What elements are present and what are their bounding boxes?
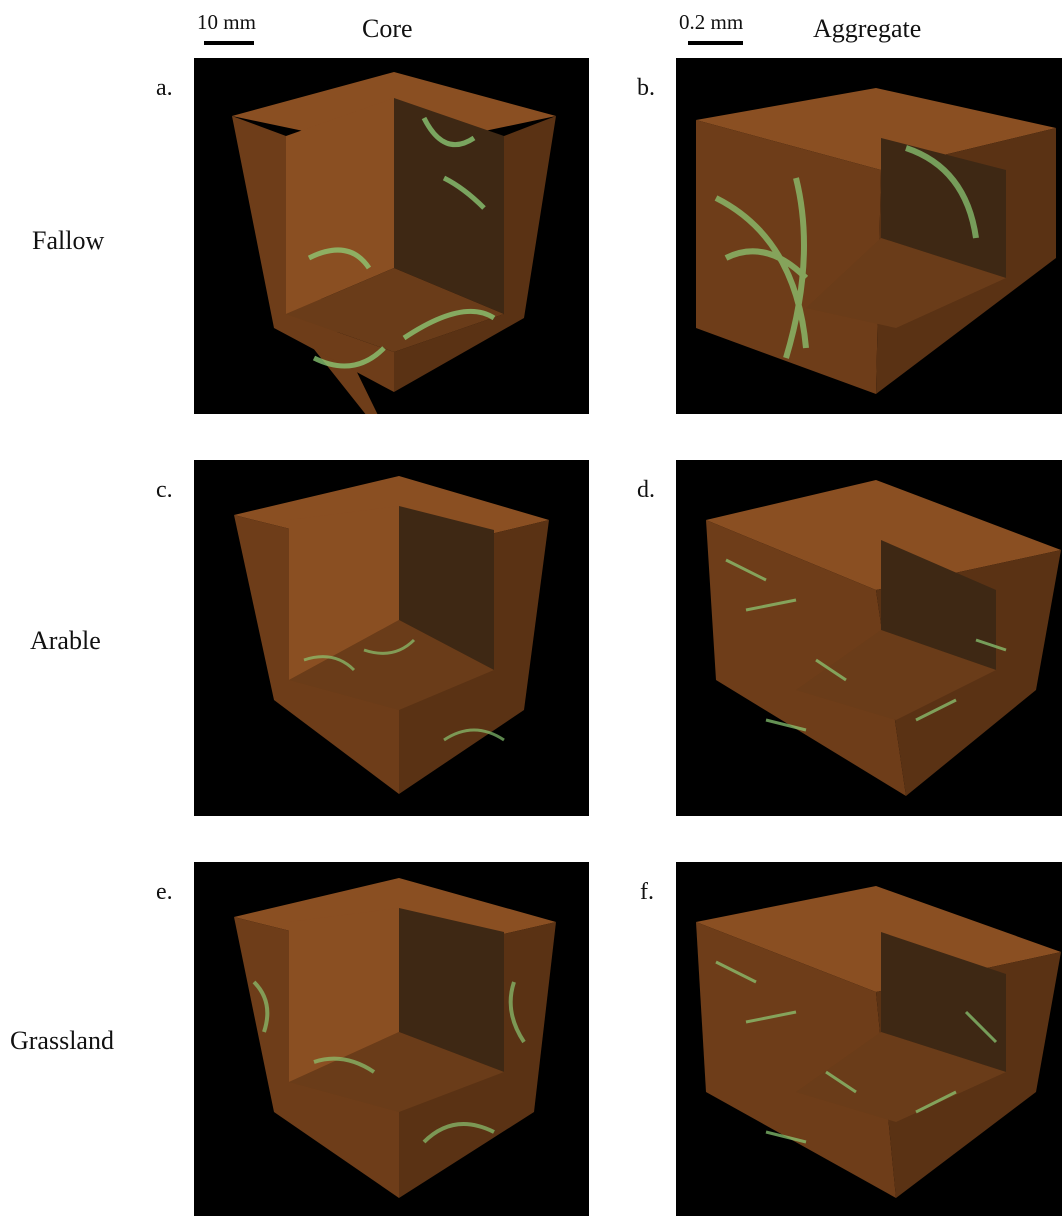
cutaway-floor bbox=[796, 630, 996, 720]
panel-letter-b: b. bbox=[637, 75, 655, 101]
cutaway-back-right bbox=[881, 540, 996, 670]
panel-letter-c: c. bbox=[156, 477, 173, 503]
soil-cube-image bbox=[234, 476, 549, 794]
cube-top-face bbox=[696, 88, 1056, 170]
panel-f-grassland-aggregate bbox=[676, 862, 1062, 1216]
cutaway-back-left bbox=[289, 908, 399, 1082]
cube-left-face bbox=[696, 922, 896, 1198]
panel-b-fallow-aggregate bbox=[676, 58, 1062, 414]
soil-aggregate-image bbox=[696, 886, 1061, 1198]
cutaway-floor bbox=[796, 1032, 1006, 1122]
panel-e-grassland-core bbox=[194, 862, 589, 1216]
cutaway-back-right bbox=[394, 98, 504, 314]
core-scale-bar bbox=[204, 41, 254, 45]
pore-network bbox=[725, 558, 1007, 732]
cutaway-back-left bbox=[286, 98, 394, 314]
cube-left-face bbox=[696, 120, 881, 394]
core-column-heading: Core bbox=[362, 14, 413, 43]
panel-letter-d: d. bbox=[637, 477, 655, 503]
cube-top-face bbox=[706, 480, 1061, 590]
cutaway-back-right bbox=[881, 932, 1006, 1072]
cutaway-floor bbox=[289, 620, 494, 710]
row-label-fallow: Fallow bbox=[32, 226, 105, 255]
pore-network bbox=[303, 638, 505, 742]
aggregate-scale-bar bbox=[688, 41, 743, 45]
soil-aggregate-image bbox=[706, 480, 1061, 796]
soil-cube-image bbox=[232, 72, 556, 414]
pore-network bbox=[252, 980, 526, 1144]
soil-cube-image bbox=[234, 878, 556, 1198]
core-scale-label: 10 mm bbox=[197, 10, 256, 34]
pore-network bbox=[307, 116, 496, 369]
cutaway-floor bbox=[289, 1032, 504, 1112]
panel-d-arable-aggregate bbox=[676, 460, 1062, 816]
panel-letter-e: e. bbox=[156, 879, 173, 905]
panel-letter-a: a. bbox=[156, 75, 173, 101]
pore-network bbox=[714, 145, 979, 359]
cutaway-back-right bbox=[881, 138, 1006, 278]
soil-aggregate-image bbox=[696, 88, 1056, 394]
cutaway-floor bbox=[286, 268, 504, 352]
pore-network bbox=[715, 960, 998, 1144]
aggregate-column-heading: Aggregate bbox=[813, 14, 922, 43]
cube-front-left bbox=[232, 116, 394, 392]
cutaway-back-left bbox=[289, 506, 399, 680]
panel-a-fallow-core bbox=[194, 58, 589, 414]
cutaway-floor bbox=[806, 238, 1006, 328]
panel-letter-f: f. bbox=[640, 879, 654, 905]
cutaway-back-right bbox=[399, 908, 504, 1072]
cube-front-right bbox=[394, 116, 556, 392]
cube-left-face bbox=[706, 520, 906, 796]
aggregate-scale-label: 0.2 mm bbox=[679, 10, 744, 34]
cutaway-back-right bbox=[399, 506, 494, 670]
panel-c-arable-core bbox=[194, 460, 589, 816]
row-label-arable: Arable bbox=[30, 626, 101, 655]
row-label-grassland: Grassland bbox=[10, 1026, 114, 1055]
